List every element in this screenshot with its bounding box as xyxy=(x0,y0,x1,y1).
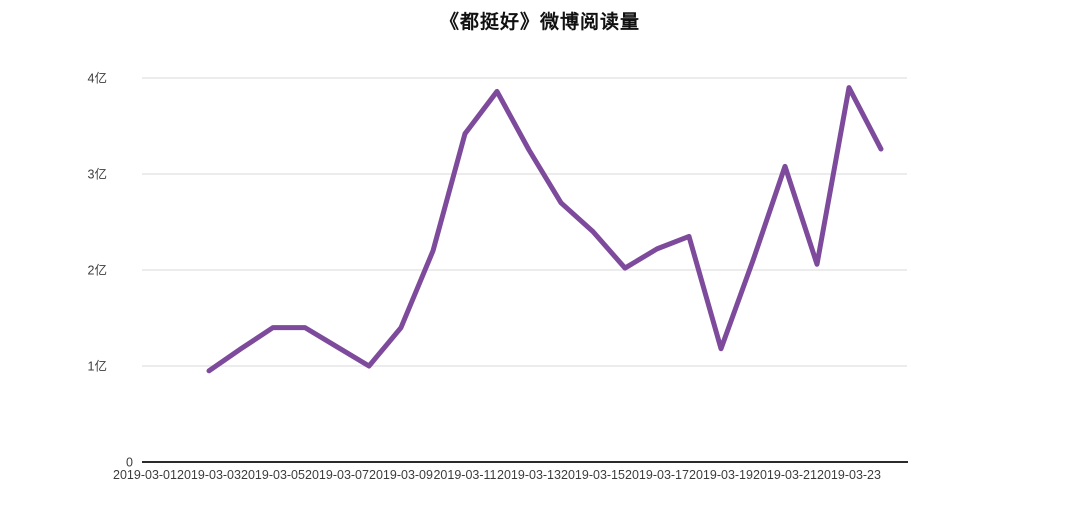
x-tick-label: 2019-03-13 xyxy=(497,468,561,482)
x-tick-label: 2019-03-07 xyxy=(305,468,369,482)
y-tick-label: 1亿 xyxy=(88,359,107,374)
y-tick-label: 3亿 xyxy=(88,167,107,182)
x-tick-label: 2019-03-21 xyxy=(753,468,817,482)
x-tick-label: 2019-03-23 xyxy=(817,468,881,482)
chart-title: 《都挺好》微博阅读量 xyxy=(439,12,640,33)
x-tick-label: 2019-03-11 xyxy=(433,468,496,482)
y-tick-label: 2亿 xyxy=(88,263,107,278)
x-tick-label: 2019-03-15 xyxy=(561,468,625,482)
series-line xyxy=(206,85,884,374)
y-tick-label: 0 xyxy=(126,456,133,470)
x-tick-label: 2019-03-01 xyxy=(113,468,177,482)
x-tick-label: 2019-03-19 xyxy=(689,468,753,482)
y-tick-label: 4亿 xyxy=(88,71,107,86)
x-tick-label: 2019-03-05 xyxy=(241,468,305,482)
x-tick-label: 2019-03-03 xyxy=(177,468,241,482)
x-tick-label: 2019-03-17 xyxy=(625,468,689,482)
x-tick-label: 2019-03-09 xyxy=(369,468,433,482)
